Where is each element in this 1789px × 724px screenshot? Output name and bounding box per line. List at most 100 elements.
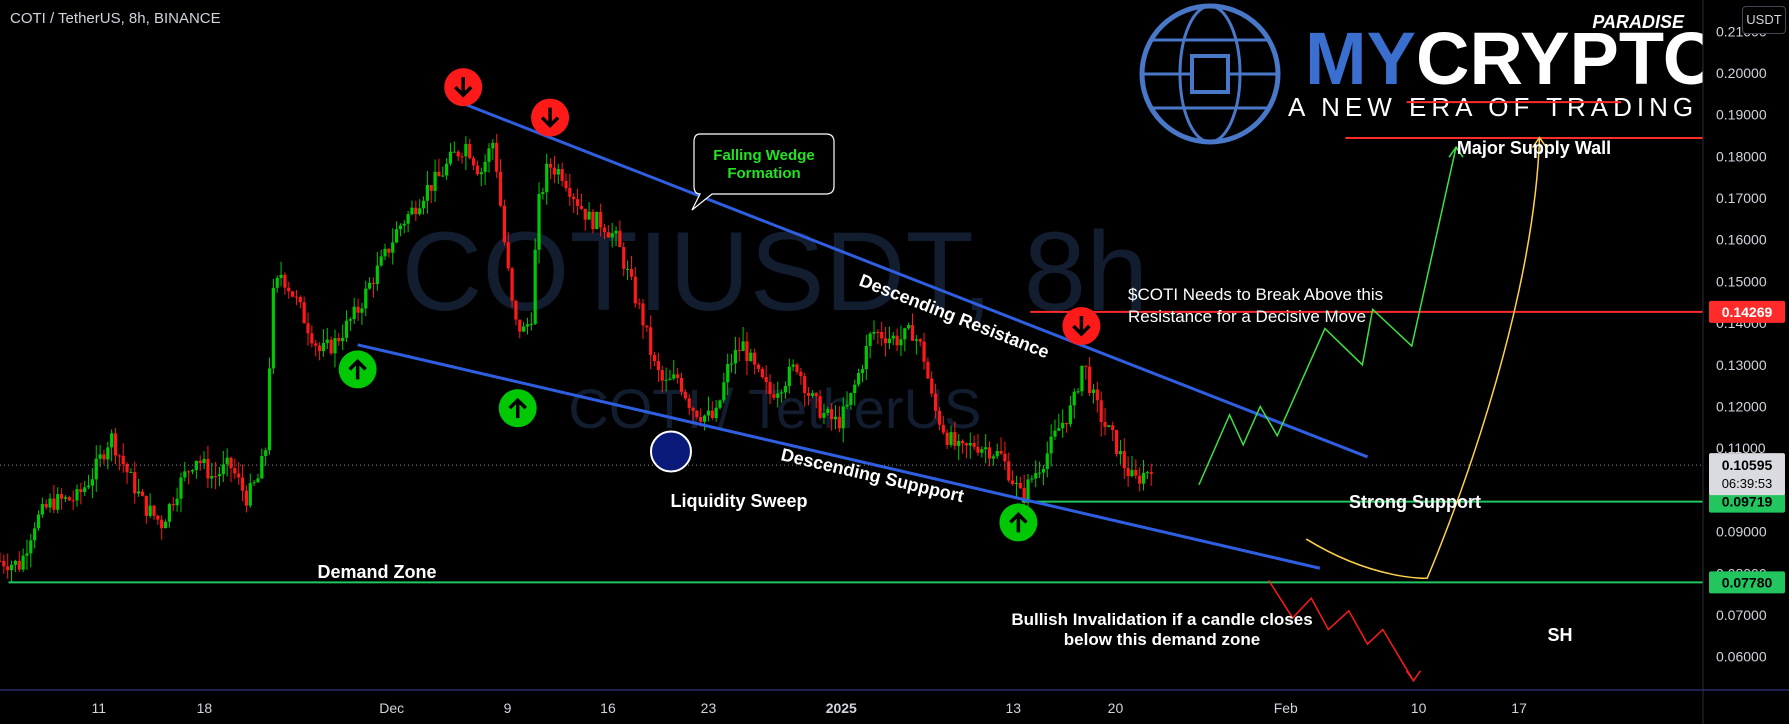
candle-body bbox=[922, 341, 926, 362]
candle-body bbox=[437, 171, 441, 177]
candle-body bbox=[267, 368, 272, 451]
y-tick-label: 0.11000 bbox=[1716, 440, 1766, 456]
candle-body bbox=[414, 207, 418, 215]
candle-body bbox=[421, 200, 426, 209]
candle-body bbox=[1103, 422, 1107, 427]
candle-body bbox=[579, 205, 583, 209]
candle-body bbox=[1099, 400, 1103, 423]
candle-body bbox=[1014, 482, 1019, 485]
candle-body bbox=[787, 366, 791, 387]
y-tick-label: 0.12000 bbox=[1716, 398, 1767, 414]
candle-body bbox=[930, 378, 934, 394]
candle-body bbox=[706, 410, 711, 416]
candle-body bbox=[214, 476, 218, 478]
candle-body bbox=[225, 457, 229, 465]
candle-body bbox=[418, 208, 422, 215]
descending-support-line bbox=[357, 343, 1321, 570]
candle-body bbox=[71, 500, 75, 502]
candle-body bbox=[1007, 461, 1011, 481]
candle-body bbox=[976, 446, 980, 453]
candle-body bbox=[498, 171, 503, 206]
logo-my: MY bbox=[1305, 17, 1416, 100]
candle-body bbox=[33, 528, 37, 541]
candle-body bbox=[1072, 391, 1076, 406]
down-arrow-icon bbox=[540, 107, 560, 129]
candle-body bbox=[883, 338, 888, 344]
candle-body bbox=[602, 227, 607, 233]
demand-zone-label: Demand Zone bbox=[317, 562, 436, 582]
candle-body bbox=[564, 180, 568, 189]
candle-body bbox=[325, 339, 329, 344]
candle-body bbox=[937, 410, 942, 425]
candle-body bbox=[90, 479, 95, 486]
candle-body bbox=[637, 303, 641, 305]
supply-wall-label: Major Supply Wall bbox=[1457, 138, 1611, 158]
candle-body bbox=[995, 451, 999, 457]
candle-body bbox=[753, 352, 757, 365]
wedge-label-line: Falling Wedge bbox=[713, 147, 814, 164]
y-tick-label: 0.15000 bbox=[1716, 273, 1767, 289]
candle-body bbox=[468, 143, 472, 159]
candle-body bbox=[402, 223, 406, 226]
candle-body bbox=[1037, 472, 1042, 474]
candle-body bbox=[629, 268, 634, 277]
candle-body bbox=[552, 167, 557, 175]
candle-body bbox=[980, 449, 984, 453]
candle-body bbox=[749, 352, 753, 362]
candle-body bbox=[452, 151, 456, 153]
candle-body bbox=[275, 277, 279, 288]
candle-body bbox=[202, 458, 206, 464]
candle-body bbox=[1061, 422, 1065, 429]
candle-body bbox=[652, 354, 657, 362]
candle-body bbox=[729, 363, 734, 365]
candle-body bbox=[1145, 472, 1149, 474]
candle-body bbox=[934, 393, 938, 411]
y-tick-label: 0.13000 bbox=[1716, 357, 1767, 373]
candle-body bbox=[48, 498, 52, 508]
candle-body bbox=[953, 432, 957, 446]
candle-body bbox=[876, 331, 880, 333]
candle-body bbox=[433, 171, 437, 191]
candle-body bbox=[860, 369, 865, 374]
candle-body bbox=[679, 377, 684, 392]
candle-body bbox=[641, 303, 645, 326]
candle-body bbox=[718, 400, 722, 408]
candle-body bbox=[475, 165, 480, 175]
candles bbox=[0, 133, 1153, 582]
candle-body bbox=[591, 211, 595, 230]
candle-body bbox=[264, 450, 268, 457]
candle-body bbox=[260, 456, 264, 479]
candle-body bbox=[1138, 475, 1142, 484]
candle-body bbox=[733, 350, 737, 364]
bar-close-timer: 06:39:53 bbox=[1722, 476, 1773, 491]
candle-body bbox=[206, 458, 210, 479]
candle-body bbox=[137, 491, 141, 494]
candle-body bbox=[448, 151, 453, 164]
candle-body bbox=[464, 143, 468, 157]
candle-body bbox=[479, 172, 483, 175]
candle-body bbox=[487, 148, 491, 162]
candle-body bbox=[52, 498, 56, 510]
candle-body bbox=[60, 494, 64, 499]
candle-body bbox=[987, 447, 992, 459]
wedge-label-line: Formation bbox=[727, 165, 800, 182]
candle-body bbox=[0, 560, 2, 562]
x-tick-label: 20 bbox=[1108, 700, 1124, 716]
up-arrow-icon bbox=[348, 358, 367, 380]
currency-button[interactable]: USDT bbox=[1742, 6, 1786, 34]
invalidation-note-line: Bullish Invalidation if a candle closes bbox=[1011, 610, 1312, 629]
liquidity-sweep-circle bbox=[649, 430, 692, 473]
candle-body bbox=[179, 477, 183, 499]
sh-label: SH bbox=[1547, 625, 1572, 645]
symbol-header[interactable]: COTI / TetherUS, 8h, BINANCE bbox=[10, 10, 221, 27]
candle-body bbox=[348, 319, 352, 321]
candle-body bbox=[356, 306, 360, 313]
candle-body bbox=[187, 471, 191, 473]
candle-body bbox=[44, 503, 48, 508]
candle-body bbox=[772, 394, 776, 398]
candle-body bbox=[1088, 366, 1092, 394]
candle-body bbox=[918, 339, 922, 342]
candle-body bbox=[244, 490, 249, 506]
candle-body bbox=[217, 474, 222, 477]
